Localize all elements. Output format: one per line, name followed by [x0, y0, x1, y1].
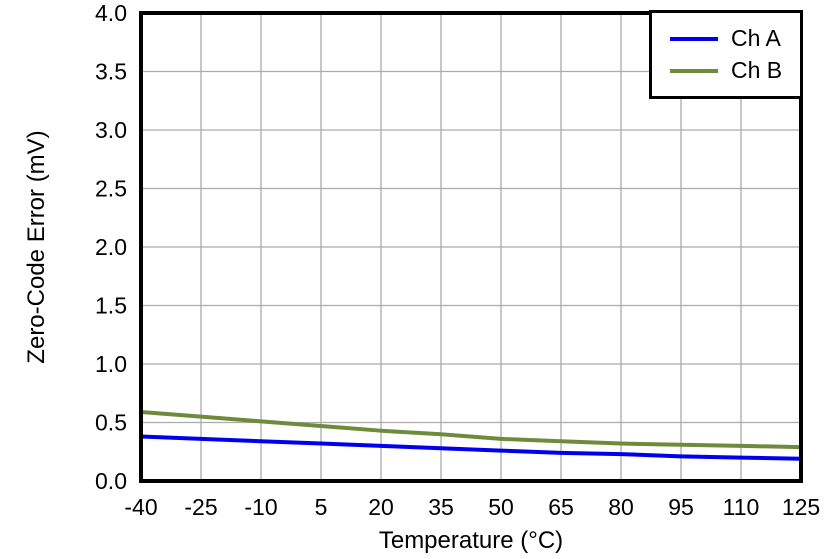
- x-tick-label: 125: [782, 494, 820, 520]
- x-tick-label: 80: [608, 494, 634, 520]
- y-tick-label: 1.5: [95, 293, 127, 319]
- legend-entry-ch-b: Ch B: [670, 59, 800, 82]
- x-tick-label: 20: [368, 494, 394, 520]
- legend-line-sample-ch-a: [670, 36, 718, 41]
- legend: Ch A Ch B: [649, 10, 803, 99]
- x-axis-title: Temperature (°C): [379, 527, 563, 554]
- legend-entry-ch-a: Ch A: [670, 27, 800, 50]
- x-tick-label: 110: [723, 494, 760, 520]
- y-tick-label: 3.5: [95, 59, 127, 85]
- y-tick-label: 2.5: [95, 176, 127, 202]
- plot-border: [139, 11, 803, 483]
- x-tick-label: 35: [428, 494, 454, 520]
- series-line-ch-a: [140, 434, 802, 461]
- legend-label-ch-b: Ch B: [731, 57, 783, 83]
- y-tick-label: 0.5: [95, 410, 127, 436]
- y-tick-label: 3.0: [95, 117, 127, 143]
- x-tick-label: -40: [124, 494, 157, 520]
- legend-label-ch-a: Ch A: [731, 25, 781, 51]
- x-tick-label: 50: [488, 494, 514, 520]
- y-axis-title: Zero-Code Error (mV): [23, 130, 50, 363]
- x-tick-label: 95: [668, 494, 694, 520]
- series-line-ch-b: [140, 409, 802, 450]
- x-tick-label: 65: [548, 494, 574, 520]
- legend-line-sample-ch-b: [670, 68, 718, 73]
- y-tick-label: 1.0: [95, 351, 127, 377]
- x-tick-label: 5: [315, 494, 328, 520]
- y-tick-label: 0.0: [95, 468, 127, 494]
- x-tick-label: -25: [184, 494, 217, 520]
- x-tick-label: -10: [244, 494, 277, 520]
- y-tick-label: 4.0: [95, 0, 127, 26]
- y-tick-label: 2.0: [95, 234, 127, 260]
